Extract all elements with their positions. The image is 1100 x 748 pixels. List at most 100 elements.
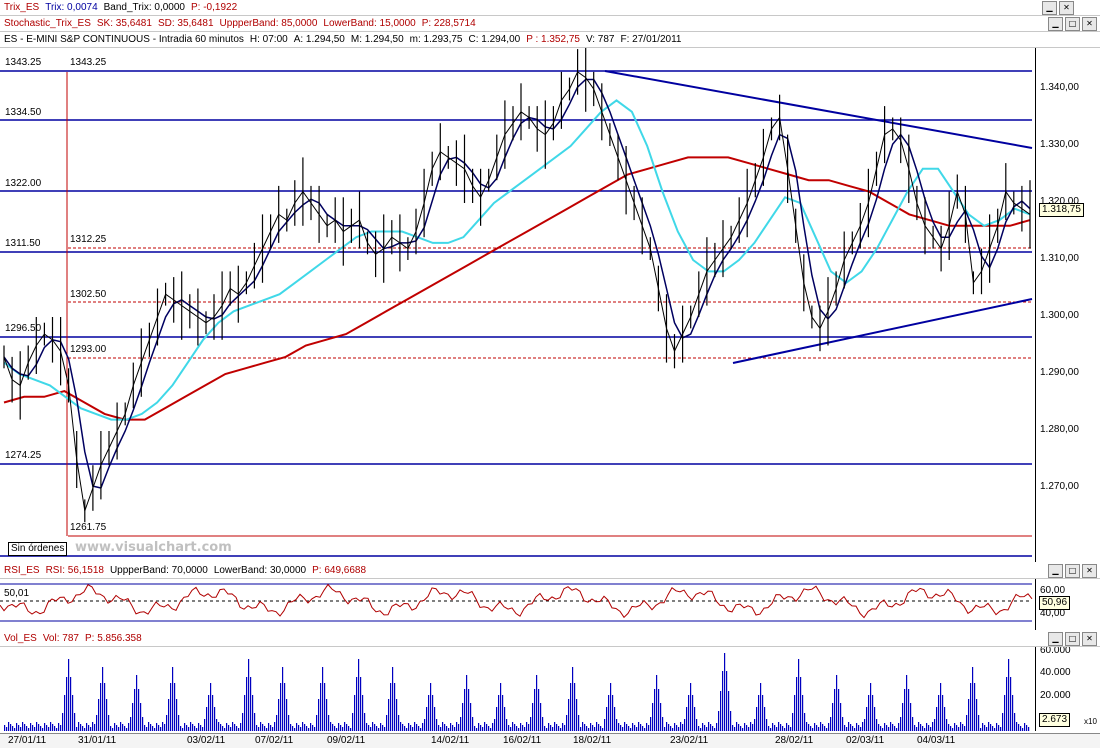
volume-bar	[324, 683, 326, 731]
volume-bar	[652, 703, 654, 731]
volume-bar	[534, 689, 536, 731]
volume-bar	[418, 726, 420, 731]
volume-bar	[250, 677, 252, 731]
close-icon[interactable]: ✕	[1059, 1, 1074, 15]
volume-bar	[686, 707, 688, 731]
volume-bar	[622, 727, 624, 731]
rsi-header: RSI_ES RSI: 56,1518 UppperBand: 70,0000 …	[0, 563, 1100, 579]
rsi-panel[interactable]: 50,01 60,00 40,00 50,96	[0, 579, 1100, 630]
volume-bar	[968, 699, 970, 731]
maximize-icon[interactable]: □	[1065, 564, 1080, 578]
volume-bar	[260, 722, 262, 731]
volume-bar	[432, 695, 434, 731]
maximize-icon[interactable]: □	[1065, 632, 1080, 646]
trix-value: Trix: 0,0074	[45, 2, 98, 13]
volume-bar	[986, 727, 988, 731]
volume-bar	[714, 728, 716, 731]
volume-bar	[256, 725, 258, 731]
volume-bar	[42, 728, 44, 731]
volume-bar	[270, 725, 272, 731]
volume-bar	[368, 725, 370, 731]
volume-bar	[476, 728, 478, 731]
sin-ordenes-button[interactable]: Sin órdenes	[8, 542, 68, 556]
volume-bar	[912, 717, 914, 731]
price-chart-svg[interactable]	[0, 48, 1100, 562]
vol-scale: x10	[1084, 717, 1097, 726]
volume-bar	[1014, 713, 1016, 731]
volume-panel[interactable]: 60.000 40.000 20.000 2.673 x10	[0, 647, 1100, 731]
volume-bar	[666, 722, 668, 731]
volume-bar	[874, 707, 876, 731]
volume-bar	[734, 727, 736, 731]
volume-bar	[704, 725, 706, 731]
volume-bar	[910, 703, 912, 731]
volume-bar	[276, 715, 278, 731]
minimize-icon[interactable]: ▁	[1048, 632, 1063, 646]
volume-bar	[128, 723, 130, 731]
volume-bar	[984, 725, 986, 731]
volume-bar	[1012, 695, 1014, 731]
price-mm: m: 1.293,75	[409, 34, 463, 45]
volume-bar	[448, 728, 450, 731]
volume-bar	[184, 723, 186, 731]
label-1261: 1261.75	[70, 522, 107, 533]
volume-bar	[574, 683, 576, 731]
volume-bar	[700, 728, 702, 731]
volume-bar	[238, 728, 240, 731]
volume-bar	[802, 695, 804, 731]
volume-bar	[154, 728, 156, 731]
volume-bar	[856, 723, 858, 731]
volume-bar	[766, 719, 768, 731]
volume-bar	[350, 728, 352, 731]
vol-tick-40k: 40.000	[1040, 667, 1071, 678]
volume-bar	[308, 728, 310, 731]
volume-bar	[990, 724, 992, 731]
volume-bar	[544, 726, 546, 731]
volume-bar	[428, 695, 430, 731]
volume-bar	[522, 725, 524, 731]
volume-bar	[706, 727, 708, 731]
volume-bar	[614, 707, 616, 731]
volume-bar	[932, 722, 934, 731]
volume-bar	[724, 653, 726, 731]
price-chart-panel[interactable]: 1343.25 1343.25 1334.50 1322.00 1312.25 …	[0, 48, 1100, 562]
price-m: M: 1.294,50	[350, 34, 404, 45]
volume-bar	[190, 722, 192, 731]
minimize-icon[interactable]: ▁	[1042, 1, 1057, 15]
price-a: A: 1.294,50	[293, 34, 345, 45]
volume-bar	[946, 719, 948, 731]
volume-bar	[266, 728, 268, 731]
date-7: 18/02/11	[573, 735, 612, 746]
volume-bar	[592, 725, 594, 731]
volume-bar	[452, 725, 454, 731]
volume-bar	[960, 722, 962, 731]
cyan-ma-line	[3, 99, 1031, 421]
date-8: 23/02/11	[670, 735, 709, 746]
close-icon[interactable]: ✕	[1082, 632, 1097, 646]
volume-bar	[954, 723, 956, 731]
volume-bar	[554, 722, 556, 731]
label-1343: 1343.25	[5, 57, 42, 68]
volume-bar	[456, 722, 458, 731]
volume-bar	[894, 726, 896, 731]
volume-bar	[748, 727, 750, 731]
volume-bar	[182, 728, 184, 731]
close-icon[interactable]: ✕	[1082, 564, 1097, 578]
volume-bar	[328, 715, 330, 731]
minimize-icon[interactable]: ▁	[1048, 564, 1063, 578]
volume-bar	[510, 727, 512, 731]
volume-bar	[124, 726, 126, 731]
maximize-icon[interactable]: □	[1065, 17, 1080, 31]
volume-bar	[406, 728, 408, 731]
volume-bar	[420, 728, 422, 731]
volume-bar	[780, 724, 782, 731]
volume-bar	[898, 723, 900, 731]
volume-bar	[358, 659, 360, 731]
volume-bar	[186, 725, 188, 731]
close-icon[interactable]: ✕	[1082, 17, 1097, 31]
volume-bar	[526, 722, 528, 731]
volume-bar	[82, 726, 84, 731]
stoch-sd: SD: 35,6481	[157, 18, 214, 29]
rsi-window-buttons: ▁ □ ✕	[1048, 564, 1097, 578]
minimize-icon[interactable]: ▁	[1048, 17, 1063, 31]
